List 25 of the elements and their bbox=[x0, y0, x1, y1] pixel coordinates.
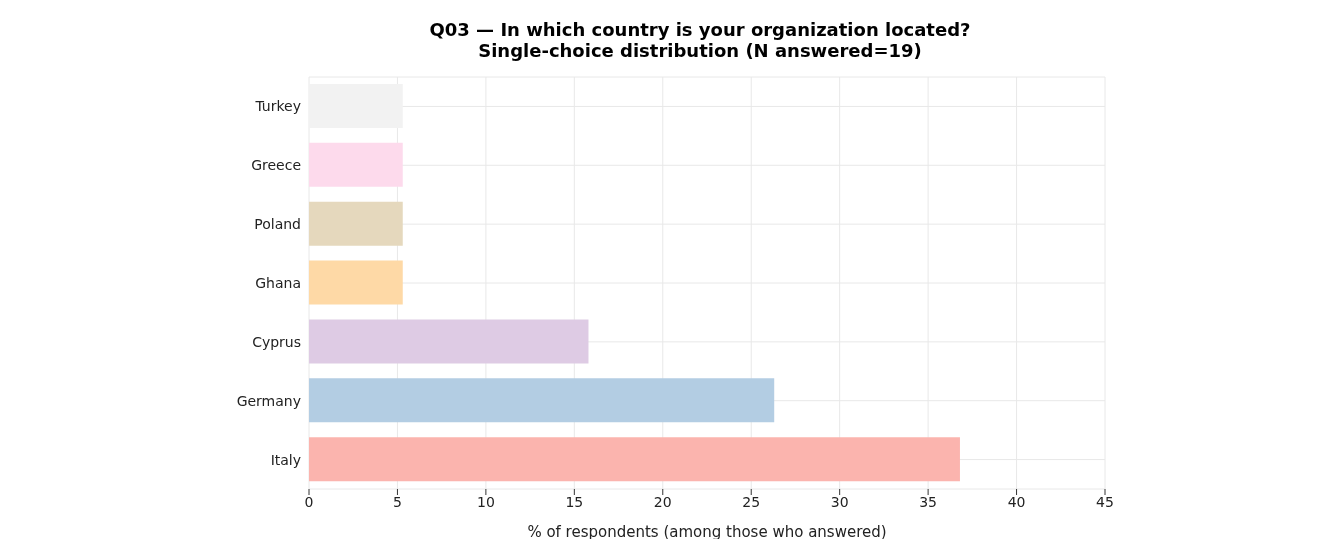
x-tick-label: 10 bbox=[476, 493, 495, 510]
bar bbox=[309, 437, 960, 482]
x-tick-label: 45 bbox=[1096, 493, 1114, 510]
y-tick-label: Greece bbox=[251, 157, 301, 174]
y-tick-label: Ghana bbox=[255, 274, 301, 291]
bar bbox=[309, 319, 589, 364]
chart-title: Q03 — In which country is your organization located? bbox=[428, 19, 972, 40]
x-tick-label: 40 bbox=[1007, 493, 1026, 510]
x-tick-label: 5 bbox=[392, 493, 402, 510]
x-tick-label: 25 bbox=[742, 493, 761, 510]
x-tick-label: 15 bbox=[565, 493, 584, 510]
x-tick-label: 20 bbox=[653, 493, 672, 510]
y-tick-label: Cyprus bbox=[252, 333, 301, 350]
bar bbox=[309, 201, 403, 246]
chart-subtitle: Single-choice distribution (N answered=19) bbox=[477, 40, 923, 61]
bar bbox=[309, 142, 403, 187]
y-tick-label: Poland bbox=[254, 216, 301, 233]
x-tick-label: 35 bbox=[919, 493, 938, 510]
bar bbox=[309, 260, 403, 305]
y-tick-label: Germany bbox=[236, 392, 301, 409]
x-tick-label: 0 bbox=[304, 493, 314, 510]
bar bbox=[309, 378, 775, 423]
x-tick-label: 30 bbox=[830, 493, 849, 510]
y-tick-label: Italy bbox=[270, 451, 301, 468]
y-tick-label: Turkey bbox=[254, 98, 301, 115]
